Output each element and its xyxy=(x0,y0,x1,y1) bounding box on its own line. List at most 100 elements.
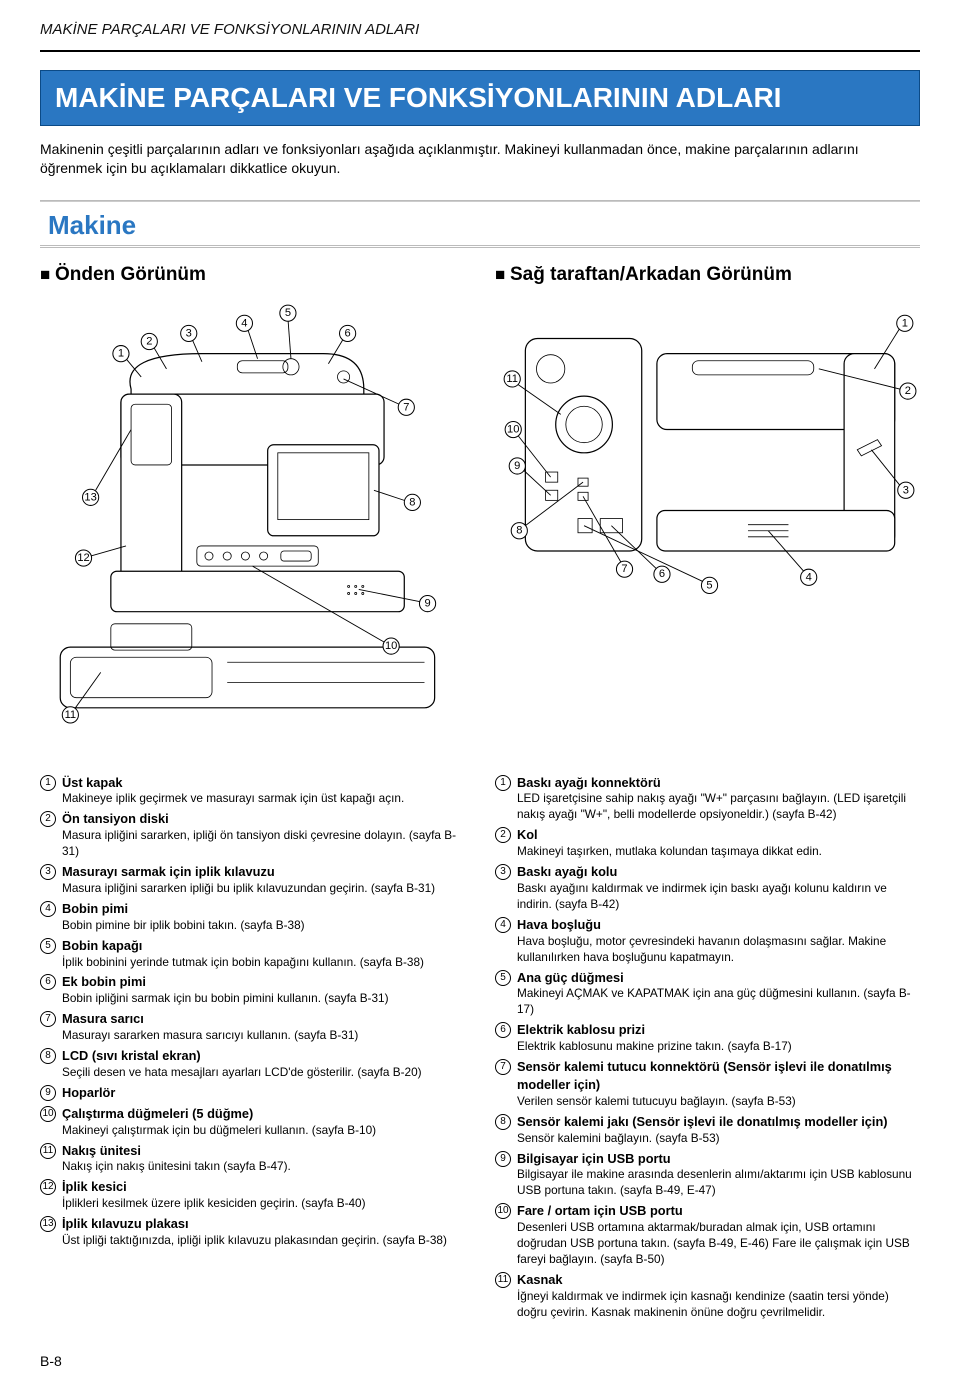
part-name: İplik kesici xyxy=(62,1179,127,1194)
rear-item: 4Hava boşluğuHava boşluğu, motor çevresi… xyxy=(495,916,920,966)
page-header: MAKİNE PARÇALARI VE FONKSİYONLARININ ADL… xyxy=(40,20,920,40)
rear-item: 10Fare / ortam için USB portuDesenleri U… xyxy=(495,1202,920,1268)
front-item: 12İplik kesiciİplikleri kesilmek üzere i… xyxy=(40,1178,465,1212)
part-desc: İplik bobinini yerinde tutmak için bobin… xyxy=(62,955,465,971)
part-name: Elektrik kablosu prizi xyxy=(517,1022,645,1037)
front-item: 3Masurayı sarmak için iplik kılavuzuMasu… xyxy=(40,863,465,897)
list-number-icon: 8 xyxy=(495,1114,511,1130)
part-name: Çalıştırma düğmeleri (5 düğme) xyxy=(62,1106,253,1121)
rear-item: 5 Ana güç düğmesiMakineyi AÇMAK ve KAPATM… xyxy=(495,969,920,1019)
list-number-icon: 1 xyxy=(40,775,56,791)
list-number-icon: 9 xyxy=(40,1085,56,1101)
svg-text:8: 8 xyxy=(409,496,415,508)
list-number-icon: 10 xyxy=(495,1203,511,1219)
front-item: 1Üst kapakMakineye iplik geçirmek ve mas… xyxy=(40,774,465,808)
rear-view-title: Sağ taraftan/Arkadan Görünüm xyxy=(495,262,920,288)
svg-text:5: 5 xyxy=(706,579,712,591)
front-item: 7 Masura sarıcı Masurayı sararken masura s… xyxy=(40,1010,465,1044)
list-number-icon: 1 xyxy=(495,775,511,791)
rear-item: 11 Kasnak İğneyi kaldırmak ve indirmek içi… xyxy=(495,1271,920,1321)
part-name: LCD (sıvı kristal ekran) xyxy=(62,1048,201,1063)
list-number-icon: 3 xyxy=(40,864,56,880)
svg-text:7: 7 xyxy=(403,401,409,413)
svg-text:12: 12 xyxy=(77,552,89,564)
front-item: 9 Hoparlör xyxy=(40,1084,465,1102)
part-desc: Nakış için nakış ünitesini takın (sayfa … xyxy=(62,1159,465,1175)
list-number-icon: 5 xyxy=(495,970,511,986)
part-desc: Hava boşluğu, motor çevresindeki havanın… xyxy=(517,934,920,966)
front-parts-col: 1Üst kapakMakineye iplik geçirmek ve mas… xyxy=(40,774,465,1324)
svg-text:11: 11 xyxy=(506,373,518,385)
section-heading: Makine xyxy=(40,200,920,248)
list-number-icon: 11 xyxy=(40,1143,56,1159)
part-name: Ön tansiyon diski xyxy=(62,811,169,826)
part-desc: Bobin pimine bir iplik bobini takın. (sa… xyxy=(62,918,465,934)
part-desc: Seçili desen ve hata mesajları ayarları … xyxy=(62,1065,465,1081)
part-desc: Bilgisayar ile makine arasında desenleri… xyxy=(517,1167,920,1199)
front-view-diagram: 1 2 3 4 5 6 7 8 13 12 9 xyxy=(40,298,465,763)
svg-text:9: 9 xyxy=(514,460,520,472)
part-name: Bobin kapağı xyxy=(62,938,142,953)
list-number-icon: 7 xyxy=(40,1011,56,1027)
list-number-icon: 11 xyxy=(495,1272,511,1288)
part-name: Bobin pimi xyxy=(62,901,128,916)
front-item: 6Ek bobin pimiBobin ipliğini sarmak için… xyxy=(40,973,465,1007)
rear-view-diagram: 1 2 3 4 5 6 7 8 9 10 11 xyxy=(495,298,920,602)
front-view-col: Önden Görünüm xyxy=(40,262,465,768)
svg-text:6: 6 xyxy=(659,568,665,580)
svg-text:4: 4 xyxy=(241,317,247,329)
part-name: Masura sarıcı xyxy=(62,1011,144,1026)
rear-item: 2 Kol Makineyi taşırken, mutlaka kolundan … xyxy=(495,826,920,860)
rear-view-col: Sağ taraftan/Arkadan Görünüm xyxy=(495,262,920,768)
front-item: 2 Ön tansiyon diski Masura ipliğini sarark… xyxy=(40,810,465,860)
svg-text:3: 3 xyxy=(903,484,909,496)
part-desc: Masurayı sararken masura sarıcıyı kullan… xyxy=(62,1028,465,1044)
front-item: 10Çalıştırma düğmeleri (5 düğme)Makineyi… xyxy=(40,1105,465,1139)
svg-text:5: 5 xyxy=(285,307,291,319)
part-name: İplik kılavuzu plakası xyxy=(62,1216,189,1231)
part-name: Hoparlör xyxy=(62,1085,115,1100)
list-number-icon: 6 xyxy=(40,974,56,990)
part-name: Ana güç düğmesi xyxy=(517,970,624,985)
list-number-icon: 2 xyxy=(495,827,511,843)
part-desc: Elektrik kablosunu makine prizine takın.… xyxy=(517,1039,920,1055)
list-number-icon: 13 xyxy=(40,1216,56,1232)
rear-item: 6Elektrik kablosu priziElektrik kablosun… xyxy=(495,1021,920,1055)
front-item: 13İplik kılavuzu plakasıÜst ipliği taktı… xyxy=(40,1215,465,1249)
part-desc: Makineyi taşırken, mutlaka kolundan taşı… xyxy=(517,844,920,860)
list-number-icon: 5 xyxy=(40,938,56,954)
part-name: Baskı ayağı kolu xyxy=(517,864,617,879)
front-item: 11Nakış ünitesiNakış için nakış ünitesin… xyxy=(40,1142,465,1176)
front-view-title: Önden Görünüm xyxy=(40,262,465,288)
part-desc: İğneyi kaldırmak ve indirmek için kasnağ… xyxy=(517,1289,920,1321)
header-rule xyxy=(40,50,920,52)
svg-text:7: 7 xyxy=(621,563,627,575)
rear-parts-list: 1Baskı ayağı konnektörüLED işaretçisine … xyxy=(495,774,920,1321)
list-number-icon: 4 xyxy=(40,901,56,917)
svg-text:2: 2 xyxy=(146,335,152,347)
front-item: 5 Bobin kapağı İplik bobinini yerinde tutm… xyxy=(40,937,465,971)
svg-text:10: 10 xyxy=(385,640,397,652)
front-parts-list: 1Üst kapakMakineye iplik geçirmek ve mas… xyxy=(40,774,465,1249)
rear-item: 3Baskı ayağı koluBaskı ayağını kaldırmak… xyxy=(495,863,920,913)
svg-text:6: 6 xyxy=(345,327,351,339)
part-desc: Masura ipliğini sararken, ipliği ön tans… xyxy=(62,828,465,860)
main-title: MAKİNE PARÇALARI VE FONKSİYONLARININ ADL… xyxy=(40,70,920,126)
section-heading-text: Makine xyxy=(40,204,920,248)
part-desc: Makineyi AÇMAK ve KAPATMAK için ana güç … xyxy=(517,986,920,1018)
svg-text:1: 1 xyxy=(902,317,908,329)
svg-text:9: 9 xyxy=(424,597,430,609)
front-item: 4 Bobin pimi Bobin pimine bir iplik bobini… xyxy=(40,900,465,934)
part-name: Kasnak xyxy=(517,1272,563,1287)
part-desc: Baskı ayağını kaldırmak ve indirmek için… xyxy=(517,881,920,913)
part-desc: LED işaretçisine sahip nakış ayağı "W+" … xyxy=(517,791,920,823)
list-number-icon: 10 xyxy=(40,1106,56,1122)
part-name: Sensör kalemi tutucu konnektörü (Sensör … xyxy=(517,1059,892,1092)
part-name: Sensör kalemi jakı (Sensör işlevi ile do… xyxy=(517,1114,888,1129)
svg-text:8: 8 xyxy=(516,524,522,536)
list-number-icon: 12 xyxy=(40,1179,56,1195)
rear-item: 7Sensör kalemi tutucu konnektörü (Sensör… xyxy=(495,1058,920,1110)
part-name: Kol xyxy=(517,827,538,842)
intro-text: Makinenin çeşitli parçalarının adları ve… xyxy=(40,140,920,178)
list-number-icon: 2 xyxy=(40,811,56,827)
